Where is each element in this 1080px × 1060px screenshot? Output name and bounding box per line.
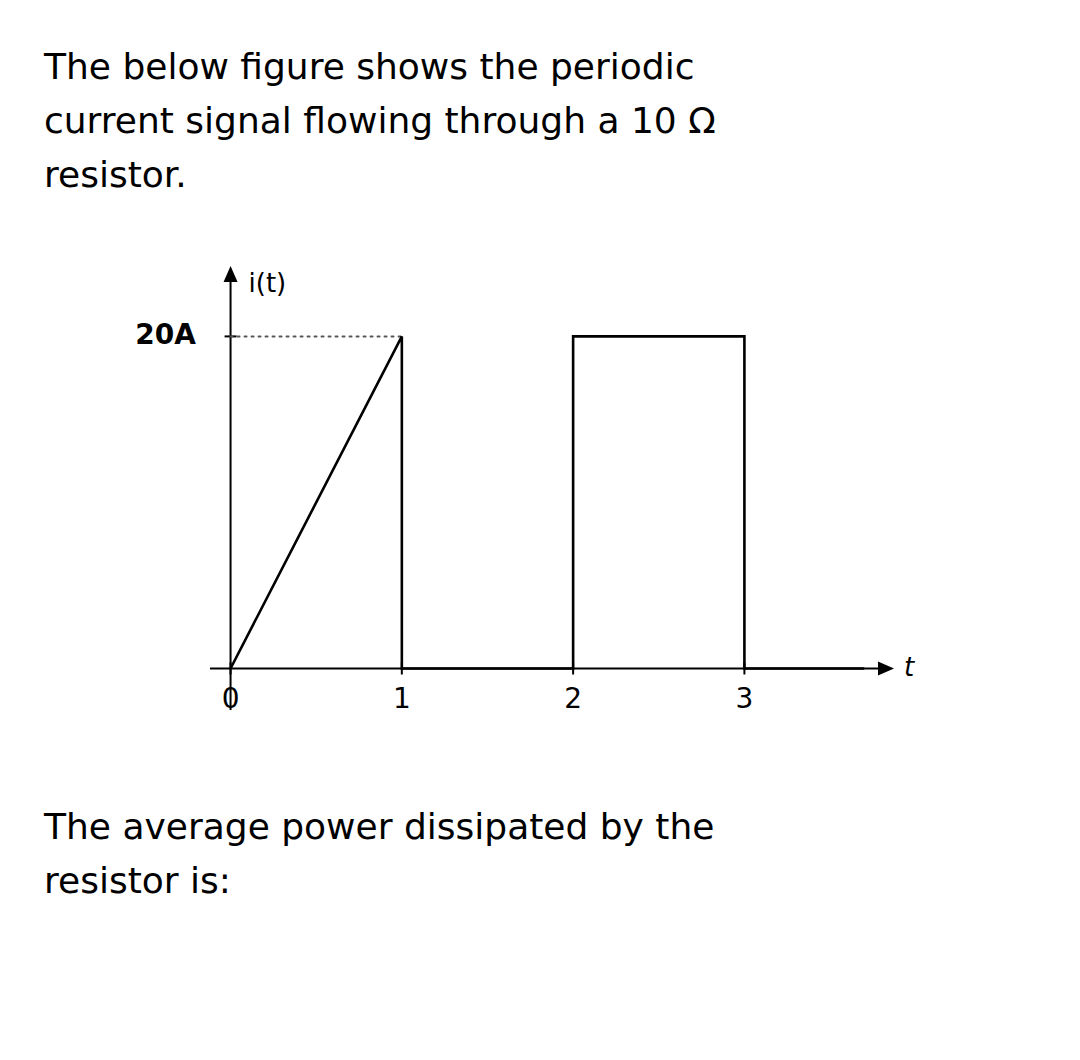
reference-line [231,335,402,337]
title: The below figure shows the periodic curr… [44,40,1044,202]
x-axis-arrow [878,661,894,675]
y-axis-label: i(t) [249,268,287,298]
signal-line [231,336,865,668]
y-axis-arrow [224,266,238,282]
x-tick-label: 0 [222,682,240,715]
y-tick-label: 20A [135,318,196,351]
annotation: The average power dissipated by the resi… [44,800,1044,908]
x-axis-label: t [904,652,915,682]
x-tick-label: 2 [564,682,582,715]
x-tick-label: 1 [393,682,411,715]
x-tick-label: 3 [735,682,753,715]
